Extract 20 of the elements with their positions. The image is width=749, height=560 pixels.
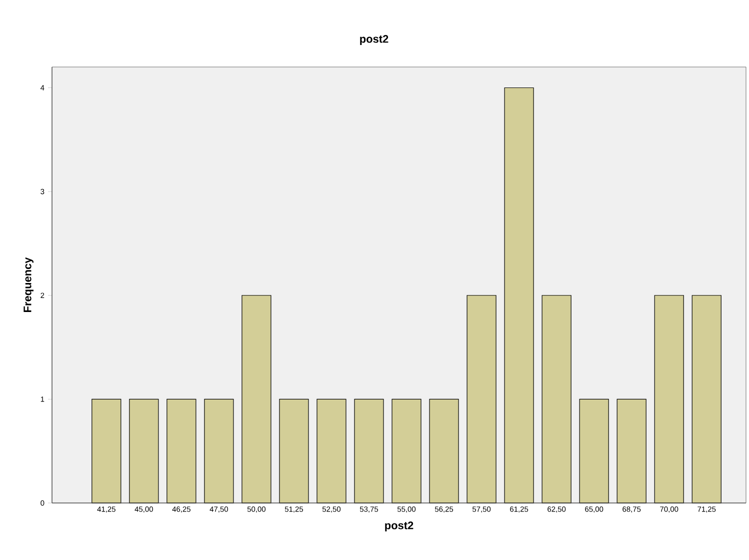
bar [692, 295, 722, 504]
bar [429, 398, 459, 504]
bar [129, 398, 159, 504]
chart-title: post2 [360, 35, 388, 45]
bar [242, 295, 272, 504]
bar [392, 398, 422, 504]
bar [466, 295, 496, 504]
bar [279, 398, 309, 504]
bar [354, 398, 384, 504]
bar [654, 295, 684, 504]
bar [204, 398, 234, 504]
bar [316, 398, 346, 504]
y-axis-title: Frequency [24, 257, 34, 312]
bar [542, 295, 572, 504]
bar [166, 398, 196, 504]
bar [92, 398, 122, 504]
bar [616, 398, 646, 504]
bar [579, 398, 609, 504]
x-axis-title: post2 [385, 522, 414, 532]
bar [504, 87, 534, 504]
